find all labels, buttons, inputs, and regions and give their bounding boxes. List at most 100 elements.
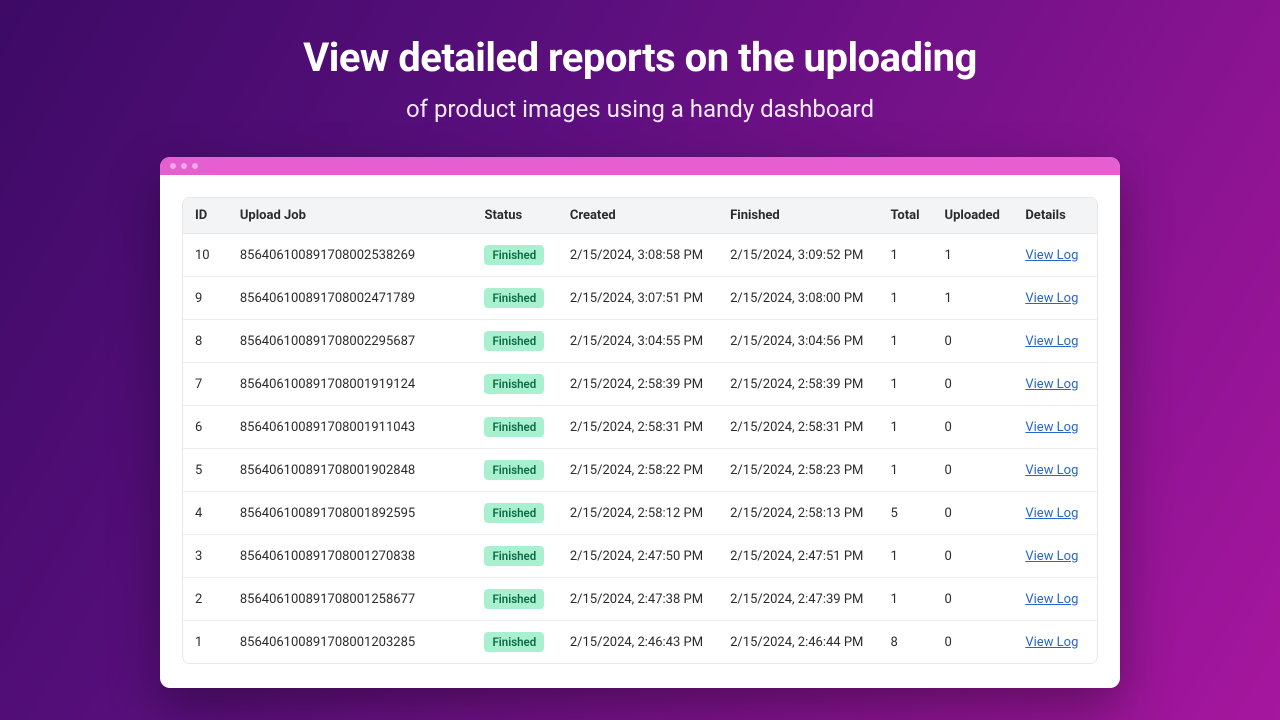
reports-table: ID Upload Job Status Created Finished To… xyxy=(183,198,1097,663)
view-log-link[interactable]: View Log xyxy=(1025,248,1078,263)
cell-uploaded: 0 xyxy=(933,535,1014,578)
cell-upload-job: 856406100891708001919124 xyxy=(228,363,473,406)
table-row: 1856406100891708001203285Finished2/15/20… xyxy=(183,621,1097,664)
cell-created: 2/15/2024, 2:58:39 PM xyxy=(558,363,718,406)
cell-upload-job: 856406100891708001258677 xyxy=(228,578,473,621)
cell-created: 2/15/2024, 2:58:31 PM xyxy=(558,406,718,449)
cell-id: 1 xyxy=(183,621,228,664)
status-badge: Finished xyxy=(484,245,544,265)
cell-uploaded: 0 xyxy=(933,492,1014,535)
app-window: ID Upload Job Status Created Finished To… xyxy=(160,157,1120,688)
cell-created: 2/15/2024, 2:47:50 PM xyxy=(558,535,718,578)
cell-finished: 2/15/2024, 2:46:44 PM xyxy=(718,621,878,664)
cell-id: 6 xyxy=(183,406,228,449)
view-log-link[interactable]: View Log xyxy=(1025,420,1078,435)
cell-total: 1 xyxy=(878,535,932,578)
cell-uploaded: 0 xyxy=(933,578,1014,621)
cell-created: 2/15/2024, 3:07:51 PM xyxy=(558,277,718,320)
cell-upload-job: 856406100891708002295687 xyxy=(228,320,473,363)
table-body: 10856406100891708002538269Finished2/15/2… xyxy=(183,234,1097,664)
col-header-finished: Finished xyxy=(718,198,878,234)
view-log-link[interactable]: View Log xyxy=(1025,463,1078,478)
status-badge: Finished xyxy=(484,546,544,566)
cell-finished: 2/15/2024, 2:47:51 PM xyxy=(718,535,878,578)
cell-upload-job: 856406100891708001270838 xyxy=(228,535,473,578)
col-header-id: ID xyxy=(183,198,228,234)
cell-upload-job: 856406100891708002538269 xyxy=(228,234,473,277)
cell-uploaded: 0 xyxy=(933,320,1014,363)
cell-uploaded: 0 xyxy=(933,449,1014,492)
table-row: 7856406100891708001919124Finished2/15/20… xyxy=(183,363,1097,406)
window-dot-icon xyxy=(170,163,176,169)
cell-total: 1 xyxy=(878,320,932,363)
status-badge: Finished xyxy=(484,288,544,308)
cell-id: 8 xyxy=(183,320,228,363)
cell-uploaded: 0 xyxy=(933,621,1014,664)
status-badge: Finished xyxy=(484,632,544,652)
status-badge: Finished xyxy=(484,589,544,609)
cell-finished: 2/15/2024, 2:58:23 PM xyxy=(718,449,878,492)
cell-total: 1 xyxy=(878,363,932,406)
cell-created: 2/15/2024, 3:08:58 PM xyxy=(558,234,718,277)
status-badge: Finished xyxy=(484,331,544,351)
view-log-link[interactable]: View Log xyxy=(1025,506,1078,521)
window-body: ID Upload Job Status Created Finished To… xyxy=(160,175,1120,688)
view-log-link[interactable]: View Log xyxy=(1025,549,1078,564)
cell-id: 10 xyxy=(183,234,228,277)
cell-created: 2/15/2024, 3:04:55 PM xyxy=(558,320,718,363)
cell-details: View Log xyxy=(1013,449,1097,492)
cell-status: Finished xyxy=(472,449,557,492)
view-log-link[interactable]: View Log xyxy=(1025,377,1078,392)
cell-total: 1 xyxy=(878,234,932,277)
cell-details: View Log xyxy=(1013,277,1097,320)
cell-id: 4 xyxy=(183,492,228,535)
cell-total: 1 xyxy=(878,406,932,449)
cell-details: View Log xyxy=(1013,406,1097,449)
cell-uploaded: 0 xyxy=(933,406,1014,449)
col-header-uploaded: Uploaded xyxy=(933,198,1014,234)
cell-details: View Log xyxy=(1013,535,1097,578)
window-dot-icon xyxy=(192,163,198,169)
status-badge: Finished xyxy=(484,417,544,437)
cell-details: View Log xyxy=(1013,492,1097,535)
cell-finished: 2/15/2024, 3:09:52 PM xyxy=(718,234,878,277)
cell-id: 2 xyxy=(183,578,228,621)
table-row: 6856406100891708001911043 Finished 2/15/20… xyxy=(183,406,1097,449)
cell-status: Finished xyxy=(472,277,557,320)
view-log-link[interactable]: View Log xyxy=(1025,635,1078,650)
view-log-link[interactable]: View Log xyxy=(1025,592,1078,607)
cell-uploaded: 0 xyxy=(933,363,1014,406)
cell-status: Finished xyxy=(472,621,557,664)
col-header-status: Status xyxy=(472,198,557,234)
hero: View detailed reports on the uploading o… xyxy=(303,34,977,123)
status-badge: Finished xyxy=(484,460,544,480)
cell-upload-job: 856406100891708001892595 xyxy=(228,492,473,535)
status-badge: Finished xyxy=(484,503,544,523)
cell-upload-job: 856406100891708002471789 xyxy=(228,277,473,320)
cell-created: 2/15/2024, 2:58:12 PM xyxy=(558,492,718,535)
cell-total: 8 xyxy=(878,621,932,664)
cell-id: 3 xyxy=(183,535,228,578)
window-dot-icon xyxy=(181,163,187,169)
status-badge: Finished xyxy=(484,374,544,394)
reports-card: ID Upload Job Status Created Finished To… xyxy=(182,197,1098,664)
cell-finished: 2/15/2024, 2:58:31 PM xyxy=(718,406,878,449)
cell-status: Finished xyxy=(472,363,557,406)
table-row: 8856406100891708002295687 Finished 2/15/20… xyxy=(183,320,1097,363)
view-log-link[interactable]: View Log xyxy=(1025,291,1078,306)
cell-details: View Log xyxy=(1013,363,1097,406)
hero-title: View detailed reports on the uploading xyxy=(303,34,977,81)
table-row: 4856406100891708001892595 Finished 2/15/20… xyxy=(183,492,1097,535)
cell-finished: 2/15/2024, 2:47:39 PM xyxy=(718,578,878,621)
cell-upload-job: 856406100891708001911043 xyxy=(228,406,473,449)
cell-id: 5 xyxy=(183,449,228,492)
table-row: 9856406100891708002471789Finished2/15/20… xyxy=(183,277,1097,320)
cell-total: 1 xyxy=(878,578,932,621)
cell-finished: 2/15/2024, 2:58:39 PM xyxy=(718,363,878,406)
view-log-link[interactable]: View Log xyxy=(1025,334,1078,349)
cell-details: View Log xyxy=(1013,320,1097,363)
cell-details: View Log xyxy=(1013,578,1097,621)
cell-total: 5 xyxy=(878,492,932,535)
cell-status: Finished xyxy=(472,492,557,535)
cell-total: 1 xyxy=(878,277,932,320)
